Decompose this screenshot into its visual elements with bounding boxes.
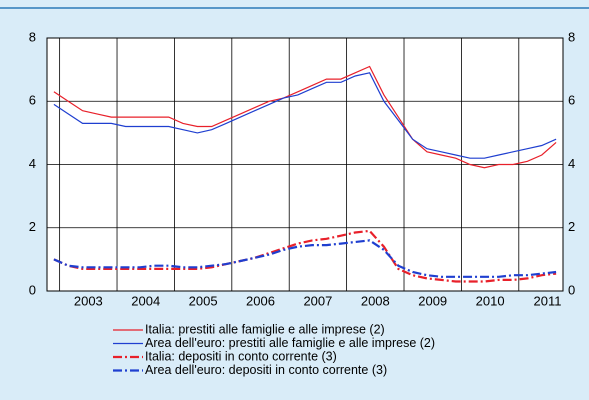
series-line bbox=[53, 239, 557, 278]
series-line bbox=[53, 229, 557, 283]
x-tick-label: 2007 bbox=[303, 293, 332, 308]
x-tick-label: 2011 bbox=[534, 293, 562, 308]
y-tick-label: 2 bbox=[29, 219, 36, 234]
series-line bbox=[53, 65, 557, 169]
x-tick-label: 2010 bbox=[476, 293, 505, 308]
y2-tick-label: 4 bbox=[568, 156, 575, 171]
series-line bbox=[53, 72, 557, 159]
y-tick-label: 6 bbox=[29, 93, 36, 108]
x-tick-label: 2003 bbox=[74, 293, 103, 308]
legend-label: Area dell'euro: prestiti alle famiglie e… bbox=[145, 336, 435, 350]
y2-tick-label: 2 bbox=[568, 219, 575, 234]
x-tick-label: 2006 bbox=[246, 293, 275, 308]
y2-tick-label: 8 bbox=[568, 29, 575, 44]
legend-label: Area dell'euro: depositi in conto corren… bbox=[145, 363, 387, 377]
y2-tick-label: 0 bbox=[568, 282, 575, 297]
y2-tick-label: 6 bbox=[568, 93, 575, 108]
x-tick-label: 2004 bbox=[131, 293, 160, 308]
y-tick-label: 0 bbox=[29, 282, 36, 297]
legend-label: Italia: prestiti alle famiglie e alle im… bbox=[145, 322, 385, 336]
x-tick-label: 2005 bbox=[189, 293, 218, 308]
y-tick-label: 8 bbox=[29, 29, 36, 44]
y-tick-label: 4 bbox=[29, 156, 36, 171]
x-tick-label: 2008 bbox=[361, 293, 390, 308]
legend-label: Italia: depositi in conto corrente (3) bbox=[145, 349, 337, 363]
x-tick-label: 2009 bbox=[418, 293, 447, 308]
